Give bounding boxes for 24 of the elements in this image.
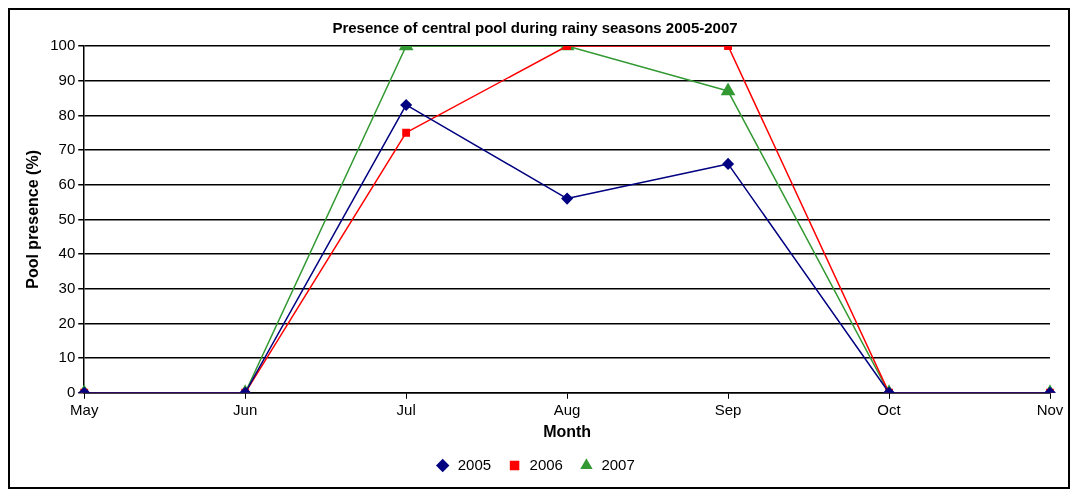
x-axis-title: Month bbox=[543, 422, 592, 440]
y-tick-label: 90 bbox=[58, 70, 76, 88]
y-tick-label: 20 bbox=[58, 313, 76, 331]
x-tick-label: Nov bbox=[1036, 400, 1064, 418]
y-tick-label: 80 bbox=[58, 105, 76, 123]
y-axis-title: Pool presence (%) bbox=[24, 150, 42, 289]
y-tick-label: 40 bbox=[58, 244, 76, 262]
y-tick-label: 70 bbox=[58, 140, 76, 158]
legend-label: 2006 bbox=[529, 455, 563, 473]
x-tick-label: Aug bbox=[553, 400, 581, 418]
chart-title: Presence of central pool during rainy seasons 2005-2007 bbox=[332, 19, 738, 37]
y-tick-label: 0 bbox=[66, 382, 76, 400]
x-tick-label: Jul bbox=[396, 400, 416, 418]
legend-label: 2005 bbox=[457, 455, 492, 473]
y-tick-label: 10 bbox=[58, 348, 76, 366]
y-tick-label: 60 bbox=[58, 174, 76, 192]
y-tick-label: 100 bbox=[50, 36, 76, 54]
x-tick-label: Oct bbox=[877, 400, 902, 418]
x-tick-label: May bbox=[70, 400, 99, 418]
y-tick-label: 30 bbox=[58, 278, 76, 296]
x-tick-label: Sep bbox=[714, 400, 742, 418]
x-tick-label: Jun bbox=[233, 400, 258, 418]
y-tick-label: 50 bbox=[58, 209, 76, 227]
legend-label: 2007 bbox=[601, 455, 635, 473]
